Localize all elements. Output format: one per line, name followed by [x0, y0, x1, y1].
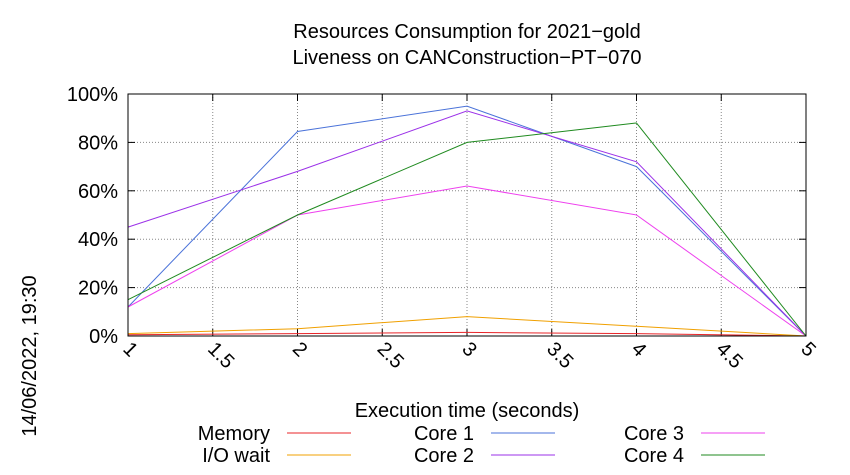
- side-timestamp-label: 14/06/2022, 19:30: [19, 275, 41, 436]
- chart-title-line1: Resources Consumption for 2021−gold: [293, 21, 640, 43]
- y-tick-label: 80%: [78, 132, 118, 154]
- plot-frame: [127, 93, 807, 337]
- y-tick-label: 40%: [78, 229, 118, 251]
- x-axis-label: Execution time (seconds): [355, 400, 580, 422]
- grid: [128, 94, 806, 336]
- legend-label-core-2: Core 2: [414, 445, 474, 467]
- series-line-core-2: [127, 110, 807, 337]
- series-line-core-3: [127, 185, 807, 337]
- legend-label-memory: Memory: [198, 423, 270, 445]
- x-tick-label: 4.5: [712, 338, 747, 373]
- legend-label-i-o-wait: I/O wait: [202, 445, 270, 467]
- y-tick-label: 100%: [67, 84, 118, 106]
- y-tick-label: 0%: [89, 326, 118, 348]
- y-tick-label: 60%: [78, 181, 118, 203]
- x-tick-label: 1.5: [203, 338, 238, 373]
- legend-label-core-3: Core 3: [624, 423, 684, 445]
- series-line-core-4: [127, 122, 807, 337]
- x-tick-label: 4: [627, 338, 650, 361]
- legend-label-core-1: Core 1: [414, 423, 474, 445]
- series-lines: [127, 105, 807, 337]
- y-axis-ticks: 0% 20% 40% 60% 80% 100%: [67, 84, 806, 348]
- x-tick-label: 2.5: [373, 338, 408, 373]
- series-line-i-o-wait: [127, 316, 807, 337]
- x-tick-label: 3.5: [542, 338, 577, 373]
- y-tick-label: 20%: [78, 278, 118, 300]
- x-tick-label: 5: [796, 338, 819, 361]
- x-tick-label: 1: [118, 338, 141, 361]
- series-line-memory: [127, 331, 807, 337]
- x-tick-label: 2: [288, 338, 311, 361]
- legend-label-core-4: Core 4: [624, 445, 684, 467]
- chart-title-line2: Liveness on CANConstruction−PT−070: [292, 47, 641, 69]
- x-tick-label: 3: [457, 338, 480, 361]
